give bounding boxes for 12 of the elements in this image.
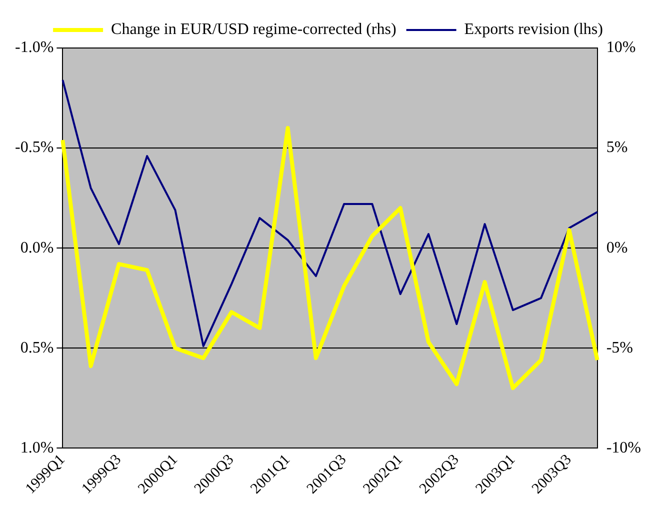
legend-label: Exports revision (lhs) bbox=[464, 21, 603, 38]
y-tick-label: 0.5% bbox=[20, 339, 54, 356]
y2-tick-label: 0% bbox=[606, 239, 628, 256]
y2-tick-label: -10% bbox=[606, 439, 641, 456]
y2-tick-label: 5% bbox=[606, 139, 628, 156]
y-tick-label: -1.0% bbox=[15, 39, 54, 56]
y-tick-label: 1.0% bbox=[20, 439, 54, 456]
y2-tick-label: -5% bbox=[606, 339, 633, 356]
legend-label: Change in EUR/USD regime-corrected (rhs) bbox=[111, 21, 396, 38]
y2-tick-label: 10% bbox=[606, 39, 636, 56]
y-tick-label: -0.5% bbox=[15, 139, 54, 156]
y-tick-label: 0.0% bbox=[20, 239, 54, 256]
